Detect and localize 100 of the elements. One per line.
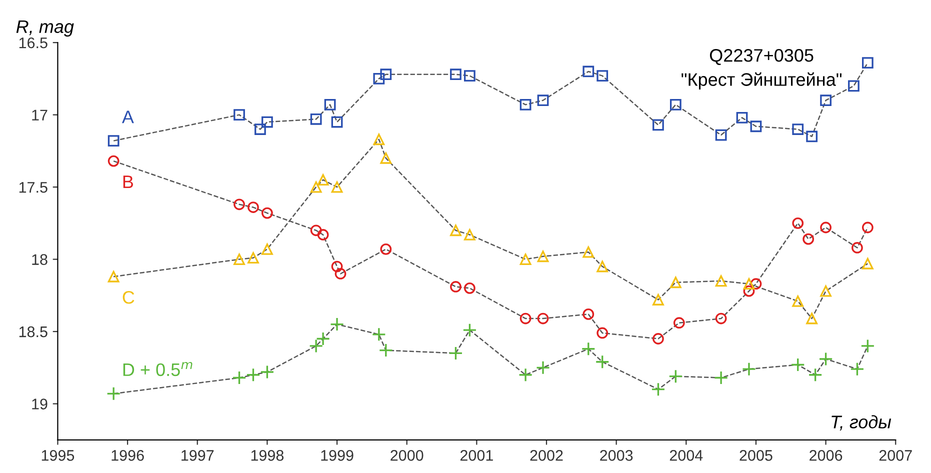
point	[108, 270, 120, 282]
x-tick-label: 2003	[600, 450, 633, 461]
point	[520, 254, 532, 265]
point	[378, 343, 393, 358]
x-tick-label: 1999	[321, 450, 354, 461]
point	[860, 338, 875, 354]
point	[537, 250, 549, 262]
point	[330, 317, 344, 332]
point	[106, 386, 121, 401]
point	[464, 282, 476, 294]
point	[334, 268, 346, 280]
point	[582, 66, 594, 78]
point	[670, 276, 682, 288]
point	[670, 99, 682, 110]
point	[581, 342, 596, 356]
point	[464, 70, 476, 82]
point	[248, 202, 259, 213]
x-tick-label: 2004	[670, 450, 703, 461]
series-label: A	[122, 110, 134, 124]
point	[331, 116, 343, 128]
point	[652, 294, 664, 306]
point	[450, 68, 462, 80]
point	[260, 364, 274, 380]
point	[520, 312, 532, 324]
point	[715, 129, 727, 141]
point	[108, 135, 120, 147]
x-tick-label: 2002	[530, 450, 563, 461]
point	[743, 278, 755, 290]
y-tick-label: 18.5	[19, 326, 48, 338]
point	[310, 181, 322, 193]
point	[324, 99, 336, 110]
point	[582, 308, 594, 320]
x-tick-label: 1995	[42, 450, 74, 461]
point	[673, 317, 685, 329]
point	[246, 368, 260, 382]
point	[596, 260, 608, 272]
y-tick-label: 17	[32, 110, 48, 120]
point	[582, 246, 594, 258]
point	[464, 229, 476, 240]
point	[262, 243, 273, 255]
text: "Крест Эйнштейна"	[682, 72, 842, 90]
point	[595, 354, 610, 369]
point	[380, 152, 392, 164]
y-tick-label: 19	[32, 398, 48, 410]
point	[820, 285, 832, 297]
point	[450, 224, 462, 236]
point	[808, 368, 822, 382]
point	[317, 229, 329, 240]
point	[262, 116, 273, 128]
point	[715, 275, 727, 287]
point	[652, 119, 664, 131]
point	[792, 124, 804, 135]
point	[536, 360, 550, 375]
x-tick-label: 2006	[810, 450, 842, 461]
point	[848, 80, 860, 92]
y-tick-label: 16.5	[19, 37, 48, 48]
x-tick-label: 1996	[112, 450, 144, 461]
point	[862, 57, 874, 68]
x-tick-label: 2005	[740, 450, 772, 461]
point	[790, 358, 805, 372]
point	[310, 113, 322, 125]
point	[802, 233, 814, 245]
point	[750, 278, 762, 290]
point	[852, 242, 863, 254]
series-label: C	[122, 290, 134, 304]
point	[520, 99, 532, 110]
point	[736, 112, 748, 124]
point	[234, 109, 245, 121]
point	[373, 134, 385, 146]
point	[806, 130, 818, 142]
point	[818, 352, 833, 366]
point	[596, 327, 608, 339]
point	[372, 327, 386, 342]
point	[668, 369, 683, 384]
point	[820, 222, 832, 234]
point	[317, 174, 329, 186]
point	[232, 370, 246, 385]
point	[714, 370, 728, 385]
point	[462, 323, 477, 338]
x-tick-label: 1997	[182, 450, 214, 461]
point	[537, 312, 549, 324]
x-tick-label: 1998	[251, 450, 284, 461]
point	[518, 368, 533, 382]
y-tick-label: 17.5	[19, 182, 48, 193]
y-axis-title: R, mag	[16, 20, 74, 37]
series-label: D + 0.5$^{m}$	[123, 362, 192, 376]
point	[380, 243, 392, 255]
point	[234, 198, 245, 210]
point	[652, 333, 664, 344]
point	[234, 254, 245, 265]
y-tick-label: 18	[32, 254, 48, 265]
x-tick-label: 2001	[460, 450, 493, 461]
point	[331, 181, 343, 193]
point	[742, 362, 756, 376]
point	[450, 281, 462, 292]
point	[108, 155, 120, 167]
chart-title: Q2237+0305	[710, 49, 814, 66]
point	[862, 258, 874, 270]
point	[380, 68, 392, 80]
x-axis-title: T, годы	[832, 415, 892, 431]
